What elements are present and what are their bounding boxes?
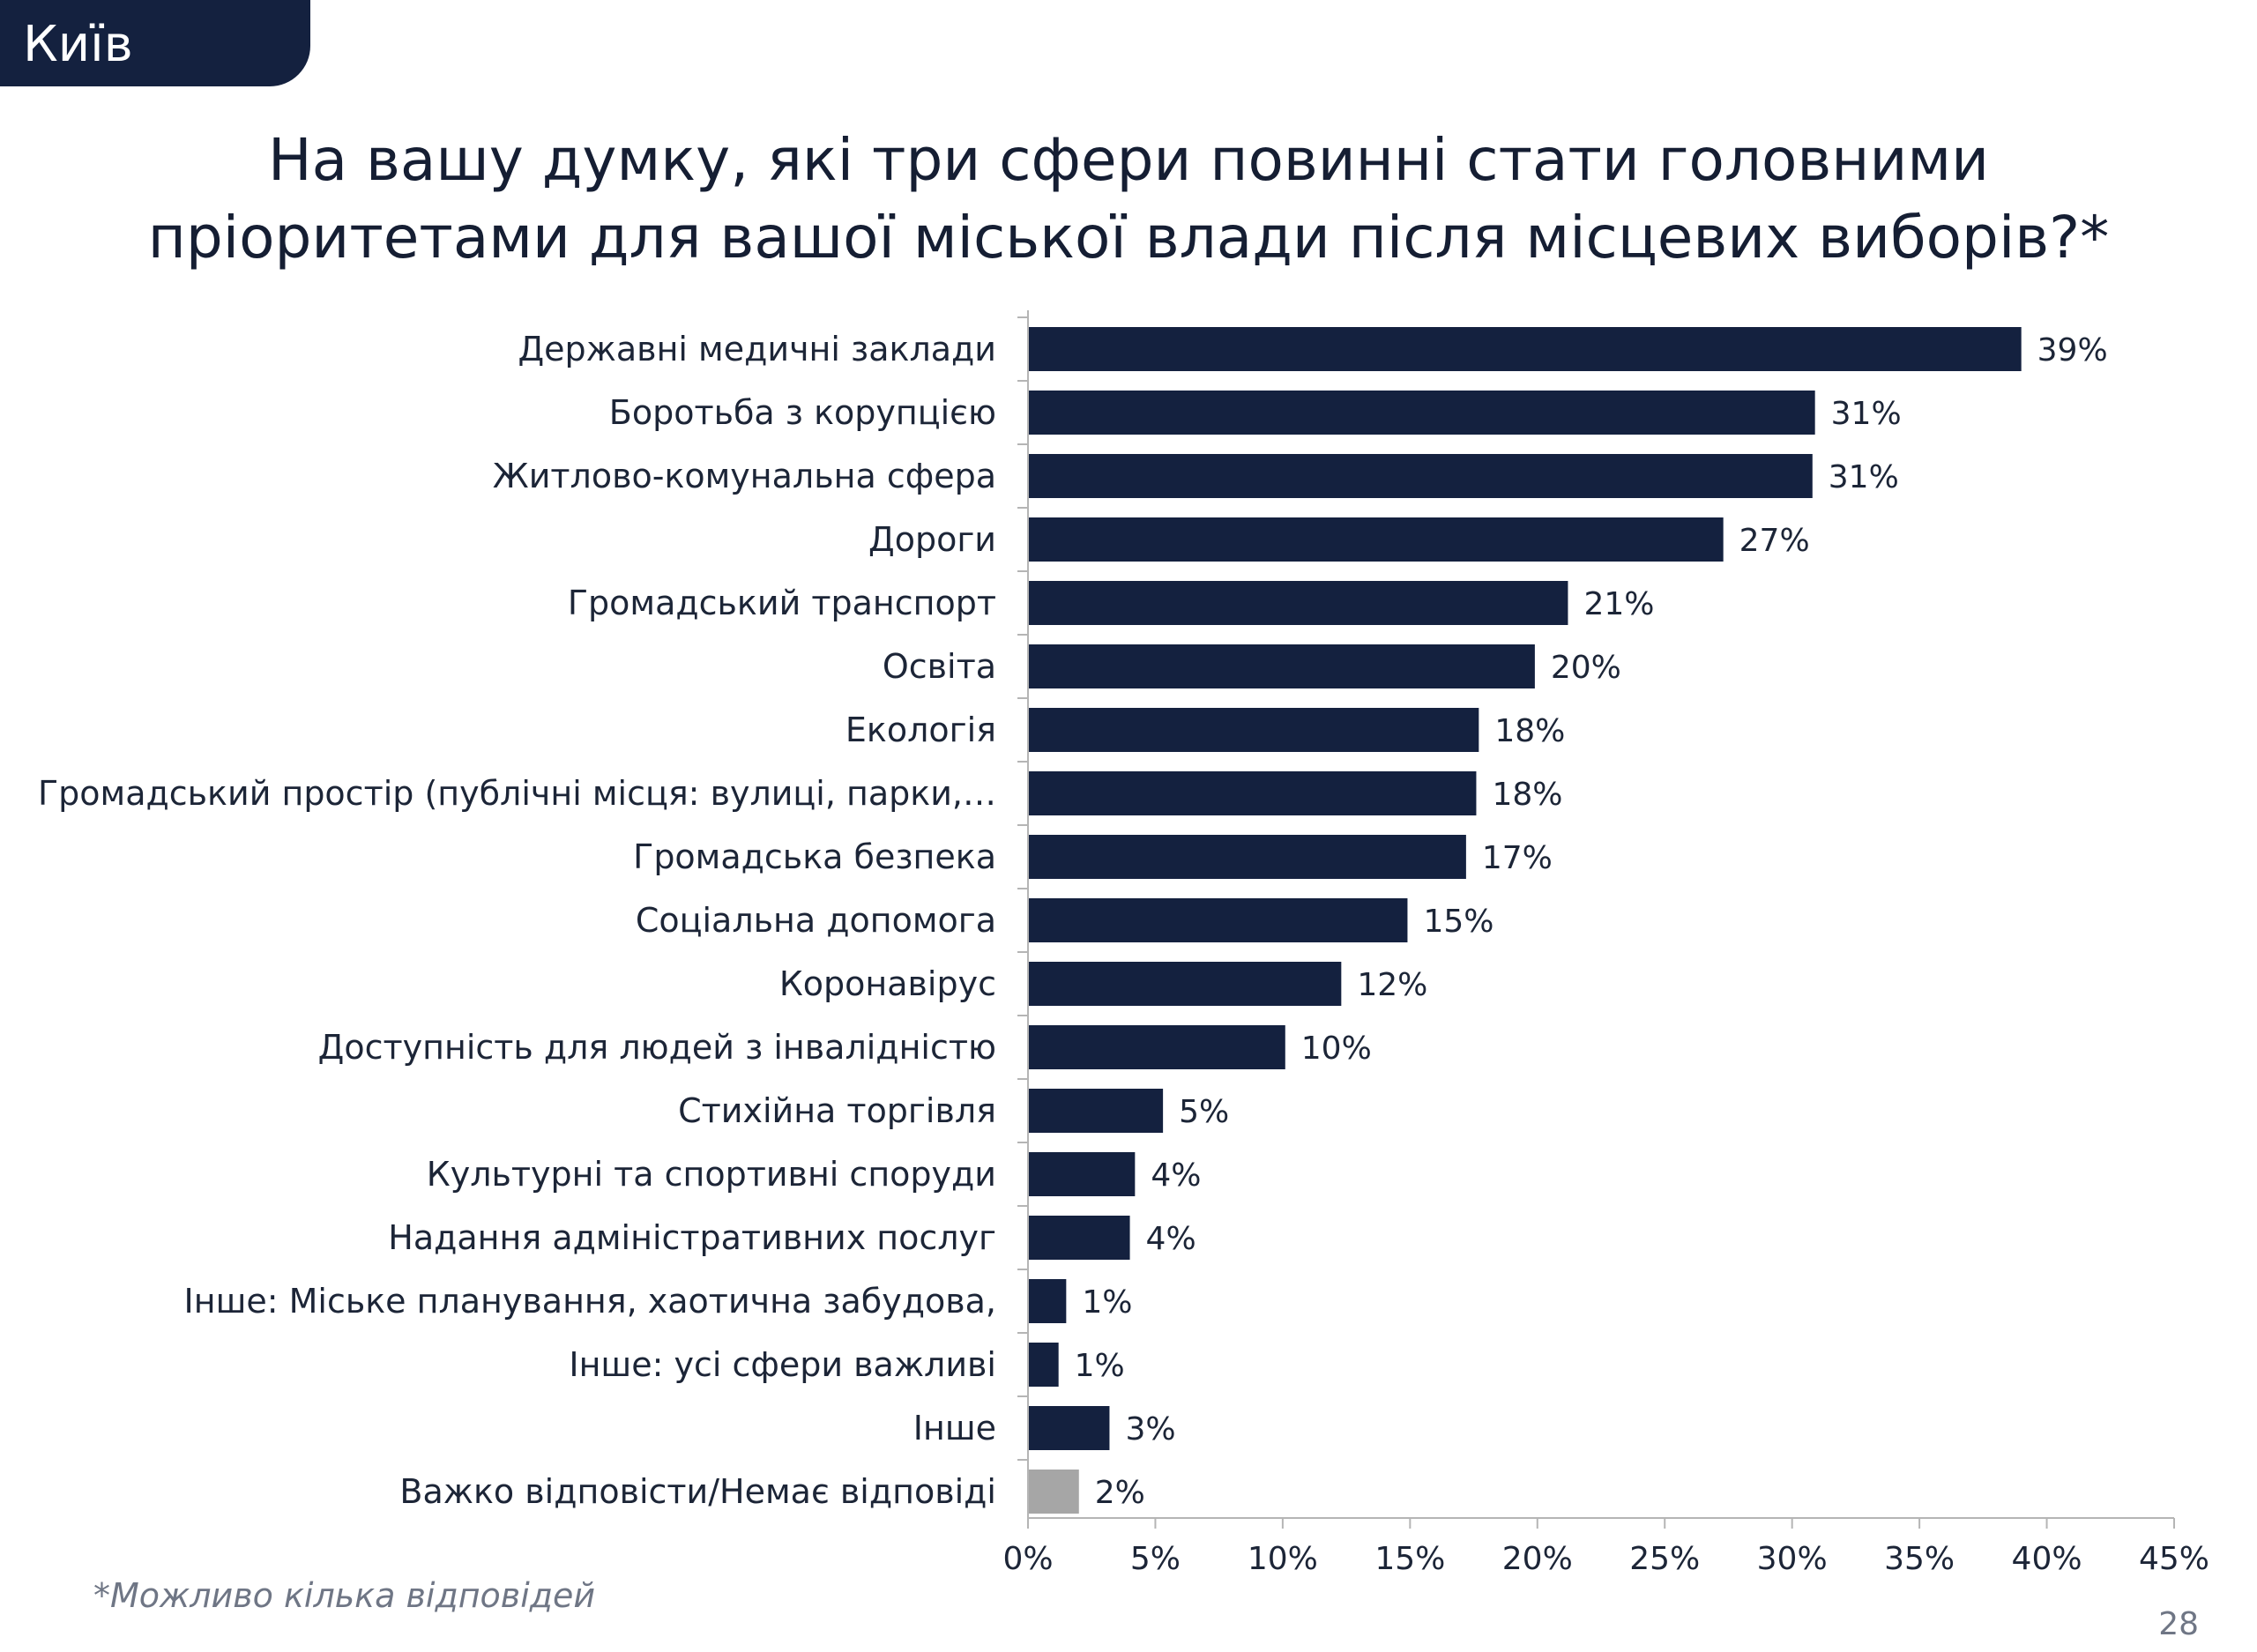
value-label-13: 5% bbox=[1179, 1094, 1229, 1130]
value-label-12: 10% bbox=[1301, 1031, 1372, 1067]
x-tick-label-0: 0% bbox=[1002, 1541, 1053, 1577]
bar-7 bbox=[1028, 708, 1479, 752]
value-label-7: 18% bbox=[1494, 713, 1565, 749]
chart-title-line-2: пріоритетами для вашої міської влади піс… bbox=[147, 204, 2110, 272]
category-label-8: Громадський простір (публічні місця: вул… bbox=[38, 774, 996, 813]
category-label-7: Екологія bbox=[845, 711, 996, 749]
chart-title-line-1: На вашу думку, які три сфери повинні ста… bbox=[267, 126, 1990, 194]
bar-3 bbox=[1028, 454, 1813, 498]
category-label-14: Культурні та спортивні споруди bbox=[427, 1155, 996, 1194]
footnote: *Можливо кілька відповідей bbox=[93, 1576, 596, 1615]
bar-9 bbox=[1028, 835, 1466, 879]
bar-8 bbox=[1028, 771, 1477, 815]
bar-12 bbox=[1028, 1025, 1285, 1069]
chart-title: На вашу думку, які три сфери повинні ста… bbox=[0, 122, 2257, 277]
bar-4 bbox=[1028, 517, 1724, 562]
x-tick-label-5: 5% bbox=[1130, 1541, 1181, 1577]
x-tick-label-20: 20% bbox=[1502, 1541, 1573, 1577]
value-label-1: 39% bbox=[2037, 332, 2108, 368]
x-tick-label-25: 25% bbox=[1629, 1541, 1700, 1577]
value-label-9: 17% bbox=[1482, 840, 1553, 876]
value-label-15: 4% bbox=[1146, 1221, 1196, 1257]
value-label-11: 12% bbox=[1357, 967, 1427, 1003]
category-label-13: Стихійна торгівля bbox=[678, 1091, 996, 1130]
bar-16 bbox=[1028, 1279, 1067, 1323]
category-label-3: Житлово-комунальна сфера bbox=[493, 457, 996, 495]
bar-5 bbox=[1028, 581, 1568, 625]
x-tick-label-10: 10% bbox=[1248, 1541, 1318, 1577]
category-label-12: Доступність для людей з інвалідністю bbox=[318, 1028, 996, 1067]
bar-14 bbox=[1028, 1152, 1136, 1196]
value-label-10: 15% bbox=[1423, 904, 1493, 940]
bar-10 bbox=[1028, 898, 1408, 942]
category-label-10: Соціальна допомога bbox=[636, 901, 996, 940]
category-label-16: Інше: Міське планування, хаотична забудо… bbox=[184, 1282, 996, 1321]
category-label-17: Інше: усі сфери важливі bbox=[569, 1345, 996, 1384]
x-tick-label-15: 15% bbox=[1374, 1541, 1445, 1577]
region-tab: Київ bbox=[0, 0, 310, 86]
category-label-11: Коронавірус bbox=[779, 964, 996, 1003]
value-label-5: 21% bbox=[1583, 586, 1654, 622]
value-label-3: 31% bbox=[1829, 459, 1899, 495]
value-label-2: 31% bbox=[1831, 396, 1902, 432]
x-tick-label-35: 35% bbox=[1884, 1541, 1955, 1577]
x-tick-label-40: 40% bbox=[2012, 1541, 2082, 1577]
x-tick-label-30: 30% bbox=[1757, 1541, 1828, 1577]
value-label-4: 27% bbox=[1739, 523, 1810, 559]
category-label-9: Громадська безпека bbox=[633, 837, 996, 876]
value-label-14: 4% bbox=[1151, 1157, 1201, 1194]
category-label-1: Державні медичні заклади bbox=[518, 330, 996, 368]
bar-17 bbox=[1028, 1343, 1059, 1387]
page-number: 28 bbox=[2158, 1606, 2199, 1642]
bar-18 bbox=[1028, 1406, 1110, 1450]
bar-1 bbox=[1028, 327, 2022, 371]
category-label-2: Боротьба з корупцією bbox=[609, 393, 996, 432]
category-label-4: Дороги bbox=[868, 520, 996, 559]
x-tick-label-45: 45% bbox=[2139, 1541, 2209, 1577]
value-label-16: 1% bbox=[1082, 1284, 1132, 1321]
category-label-18: Інше bbox=[913, 1409, 996, 1447]
bar-6 bbox=[1028, 644, 1535, 688]
value-label-8: 18% bbox=[1492, 777, 1562, 813]
bar-19 bbox=[1028, 1470, 1079, 1514]
bar-13 bbox=[1028, 1089, 1164, 1133]
category-label-5: Громадський транспорт bbox=[568, 584, 996, 622]
category-label-15: Надання адміністративних послуг bbox=[388, 1218, 996, 1257]
bar-2 bbox=[1028, 391, 1815, 435]
value-label-18: 3% bbox=[1125, 1411, 1175, 1447]
value-label-19: 2% bbox=[1095, 1475, 1145, 1511]
value-label-6: 20% bbox=[1551, 650, 1621, 686]
category-label-6: Освіта bbox=[883, 647, 996, 686]
bar-15 bbox=[1028, 1216, 1130, 1260]
region-label: Київ bbox=[23, 16, 133, 73]
bar-11 bbox=[1028, 962, 1342, 1006]
category-label-19: Важко відповісти/Немає відповіді bbox=[399, 1472, 996, 1511]
value-label-17: 1% bbox=[1075, 1348, 1125, 1384]
